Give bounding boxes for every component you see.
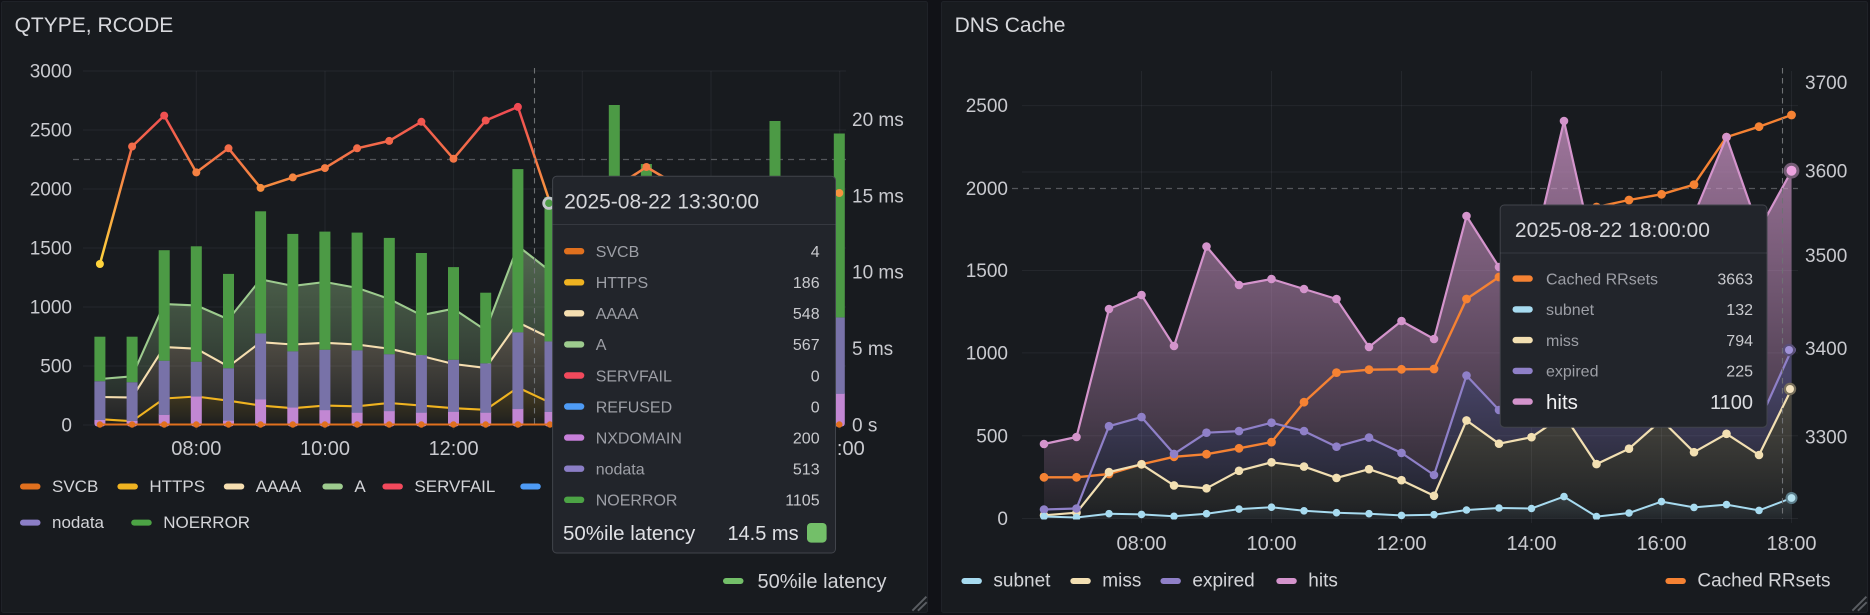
svg-text:132: 132 xyxy=(1726,302,1753,319)
svg-text:miss: miss xyxy=(1102,571,1141,592)
svg-text:3000: 3000 xyxy=(30,62,72,83)
svg-text:2500: 2500 xyxy=(966,96,1008,117)
svg-text:1500: 1500 xyxy=(30,239,72,260)
svg-text:225: 225 xyxy=(1726,364,1753,381)
svg-text:500: 500 xyxy=(976,426,1008,447)
svg-text:nodata: nodata xyxy=(52,513,105,532)
svg-text:500: 500 xyxy=(40,357,72,378)
svg-text:1000: 1000 xyxy=(966,343,1008,364)
svg-text:548: 548 xyxy=(793,306,820,323)
svg-text:REFUSED: REFUSED xyxy=(596,399,672,416)
svg-text:3400: 3400 xyxy=(1805,339,1847,360)
svg-text:A: A xyxy=(354,477,366,496)
svg-text:1105: 1105 xyxy=(785,493,820,510)
svg-text:Cached RRsets: Cached RRsets xyxy=(1546,271,1658,288)
svg-text:NOERROR: NOERROR xyxy=(596,493,678,510)
svg-text:expired: expired xyxy=(1546,364,1598,381)
svg-text:HTTPS: HTTPS xyxy=(149,477,205,496)
svg-text:0: 0 xyxy=(811,399,820,416)
svg-text:2000: 2000 xyxy=(966,179,1008,200)
svg-text:14:00: 14:00 xyxy=(1506,533,1556,555)
svg-text:HTTPS: HTTPS xyxy=(596,275,648,292)
svg-text:567: 567 xyxy=(793,337,820,354)
svg-text:5 ms: 5 ms xyxy=(852,339,893,360)
svg-text:3500: 3500 xyxy=(1805,246,1847,267)
svg-text:hits: hits xyxy=(1546,391,1578,414)
svg-text:SVCB: SVCB xyxy=(596,244,640,261)
svg-text:2000: 2000 xyxy=(30,180,72,201)
svg-text:NOERROR: NOERROR xyxy=(163,513,250,532)
svg-text:AAAA: AAAA xyxy=(596,306,639,323)
svg-text:794: 794 xyxy=(1726,333,1753,350)
svg-text:18:00: 18:00 xyxy=(1766,533,1816,555)
svg-text:10:00: 10:00 xyxy=(300,438,350,460)
svg-text:expired: expired xyxy=(1192,571,1254,592)
svg-text:miss: miss xyxy=(1546,333,1579,350)
svg-text:1000: 1000 xyxy=(30,298,72,319)
svg-text:nodata: nodata xyxy=(596,462,645,479)
svg-text:SVCB: SVCB xyxy=(52,477,98,496)
svg-text:16:00: 16:00 xyxy=(1636,533,1686,555)
svg-text:Cached RRsets: Cached RRsets xyxy=(1697,571,1830,592)
svg-text:QTYPE, RCODE: QTYPE, RCODE xyxy=(15,14,174,37)
svg-text:subnet: subnet xyxy=(1546,302,1595,319)
svg-text:10:00: 10:00 xyxy=(1246,533,1296,555)
svg-text:subnet: subnet xyxy=(993,571,1051,592)
svg-text:1100: 1100 xyxy=(1710,392,1753,414)
svg-text:0: 0 xyxy=(997,509,1008,530)
svg-text:08:00: 08:00 xyxy=(1116,533,1166,555)
svg-text:3600: 3600 xyxy=(1805,162,1847,183)
svg-text:2025-08-22 18:00:00: 2025-08-22 18:00:00 xyxy=(1515,219,1710,242)
svg-text:513: 513 xyxy=(793,462,820,479)
svg-text:0: 0 xyxy=(61,416,72,437)
svg-text:0: 0 xyxy=(811,368,820,385)
svg-text:4: 4 xyxy=(811,244,820,261)
svg-text:15 ms: 15 ms xyxy=(852,186,904,207)
svg-text:AAAA: AAAA xyxy=(256,477,302,496)
svg-text:SERVFAIL: SERVFAIL xyxy=(414,477,495,496)
svg-text:186: 186 xyxy=(793,275,820,292)
svg-text:50%ile latency: 50%ile latency xyxy=(758,571,887,593)
svg-text:SERVFAIL: SERVFAIL xyxy=(596,368,672,385)
svg-text:2025-08-22 13:30:00: 2025-08-22 13:30:00 xyxy=(564,190,759,213)
svg-text:50%ile latency: 50%ile latency xyxy=(563,522,696,545)
svg-text:12:00: 12:00 xyxy=(429,438,479,460)
svg-text:NXDOMAIN: NXDOMAIN xyxy=(596,430,682,447)
svg-text:3300: 3300 xyxy=(1805,428,1847,449)
svg-text:14.5 ms: 14.5 ms xyxy=(727,523,798,545)
svg-text:A: A xyxy=(596,337,607,354)
svg-text:20 ms: 20 ms xyxy=(852,110,904,131)
svg-text:DNS Cache: DNS Cache xyxy=(955,14,1066,37)
svg-text:08:00: 08:00 xyxy=(171,438,221,460)
svg-text:12:00: 12:00 xyxy=(1376,533,1426,555)
svg-text:2500: 2500 xyxy=(30,121,72,142)
svg-text:10 ms: 10 ms xyxy=(852,263,904,284)
svg-text:3663: 3663 xyxy=(1717,271,1753,288)
svg-text:hits: hits xyxy=(1308,571,1338,592)
svg-text:200: 200 xyxy=(793,430,820,447)
svg-text:0 s: 0 s xyxy=(852,416,877,437)
svg-text:1500: 1500 xyxy=(966,261,1008,282)
svg-text:3700: 3700 xyxy=(1805,73,1847,94)
